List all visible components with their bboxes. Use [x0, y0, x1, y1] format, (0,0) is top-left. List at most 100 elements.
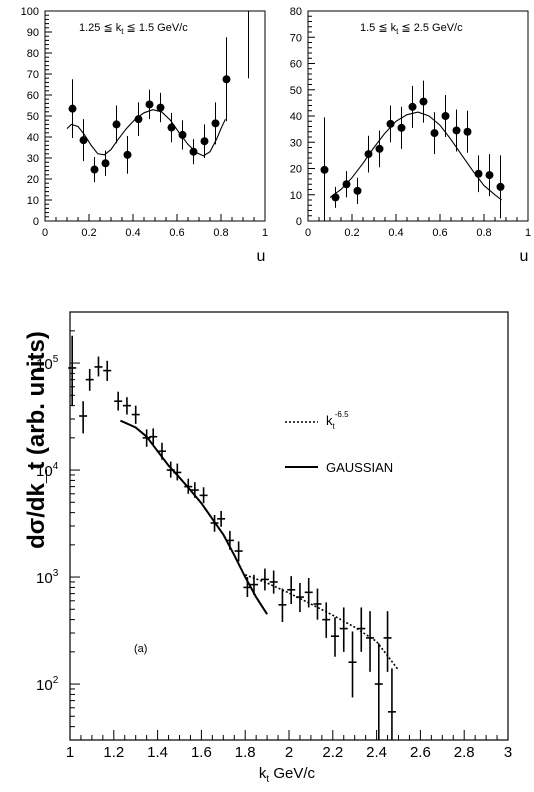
- x-tick-label: 3: [504, 744, 512, 761]
- plot-frame: [44, 10, 266, 222]
- panel-3: 1 1.2 1.4 1.6 1.8 2 2.2 2.4 2.6 2.8 3102103104105d…: [23, 311, 512, 785]
- y-tick-label: 40: [27, 132, 39, 144]
- y-tick-label: 50: [27, 111, 39, 123]
- y-tick-label: 20: [27, 174, 39, 186]
- data-point: [178, 130, 187, 139]
- y-tick-exponent: 4: [53, 461, 59, 472]
- y-tick-label: 60: [27, 90, 39, 102]
- legend-label-gaussian: GAUSSIAN: [326, 460, 393, 475]
- data-point: [189, 147, 198, 156]
- y-tick-base: 10: [36, 463, 53, 480]
- plot-frame: [69, 311, 509, 741]
- x-tick-label: 2.4: [366, 744, 387, 761]
- data-point: [331, 193, 340, 202]
- panel-annotation: (a): [134, 643, 147, 655]
- data-point: [452, 126, 461, 135]
- data-point: [342, 180, 351, 189]
- x-label-text: GeV/c: [269, 765, 315, 782]
- data-point: [353, 186, 362, 195]
- data-point: [211, 119, 220, 128]
- x-tick-label: 1: [262, 227, 268, 239]
- x-tick-label: 0.6: [432, 227, 447, 239]
- y-tick-exponent: 2: [53, 675, 59, 686]
- legend-superscript: -6.5: [335, 410, 349, 419]
- x-tick-label: 1.2: [103, 744, 124, 761]
- y-tick-label: 20: [290, 164, 302, 176]
- data-point: [397, 123, 406, 132]
- x-tick-label: 0.4: [388, 227, 403, 239]
- data-point: [200, 137, 209, 146]
- x-tick-label: 0.4: [125, 227, 140, 239]
- y-tick-label: 103: [36, 568, 59, 587]
- y-tick-label: 104: [36, 461, 59, 480]
- legend-subscript: t: [333, 422, 336, 431]
- x-tick-label: 0: [305, 227, 311, 239]
- data-point: [90, 165, 99, 174]
- y-tick-label: 100: [21, 6, 39, 18]
- y-tick-label: 102: [36, 675, 59, 694]
- y-tick-label: 70: [27, 69, 39, 81]
- x-axis-label: kt GeV/c: [259, 765, 316, 785]
- annotation-text: 1.25 ≦ k: [79, 22, 122, 34]
- y-tick-exponent: 5: [53, 354, 59, 365]
- x-axis-label: u: [520, 248, 529, 265]
- annotation-text: ≦ 1.5 GeV/c: [123, 22, 188, 34]
- x-label-subscript: t: [266, 774, 269, 785]
- fit-curve: [329, 111, 502, 201]
- data-point: [123, 150, 132, 159]
- data-point: [474, 169, 483, 178]
- x-axis-label: u: [257, 248, 266, 265]
- gaussian-fit-line: [119, 419, 268, 615]
- x-tick-label: 0.2: [81, 227, 96, 239]
- power-law-fit-line: [244, 574, 400, 671]
- x-tick-label: 0.6: [169, 227, 184, 239]
- annotation-text: 1.5 ≦ k: [360, 22, 397, 34]
- y-tick-base: 10: [36, 570, 53, 587]
- data-point: [496, 182, 505, 191]
- data-point: [463, 127, 472, 136]
- annotation-text: ≦ 2.5 GeV/c: [398, 22, 463, 34]
- y-tick-label: 0: [296, 216, 302, 228]
- data-point: [145, 100, 154, 109]
- x-tick-label: 1: [525, 227, 531, 239]
- panel-annotation: 1.25 ≦ kt ≦ 1.5 GeV/c: [79, 22, 188, 36]
- x-label-text: k: [259, 765, 267, 782]
- x-tick-label: 2: [285, 744, 293, 761]
- data-point: [386, 119, 395, 128]
- data-point: [320, 165, 329, 174]
- data-point: [441, 112, 450, 120]
- data-point: [408, 102, 417, 111]
- y-tick-label: 50: [290, 85, 302, 97]
- y-tick-label: 10: [27, 195, 39, 207]
- y-tick-label: 30: [27, 153, 39, 165]
- x-tick-label: 1.6: [191, 744, 212, 761]
- y-tick-label: 90: [27, 27, 39, 39]
- data-point: [222, 75, 231, 84]
- panel-annotation: 1.5 ≦ kt ≦ 2.5 GeV/c: [360, 22, 463, 36]
- y-tick-exponent: 3: [53, 568, 59, 579]
- data-point: [156, 103, 165, 112]
- x-tick-label: 0.2: [344, 227, 359, 239]
- y-tick-label: 40: [290, 111, 302, 123]
- annotation-subscript: t: [396, 27, 399, 36]
- y-tick-label: 10: [290, 190, 302, 202]
- data-point: [430, 129, 439, 138]
- data-point: [485, 171, 494, 180]
- x-tick-label: 2.2: [322, 744, 343, 761]
- x-tick-label: 0.8: [213, 227, 228, 239]
- y-tick-label: 80: [27, 48, 39, 60]
- y-tick-label: 70: [290, 32, 302, 44]
- x-tick-label: 1: [66, 744, 74, 761]
- data-point: [364, 150, 373, 159]
- y-tick-label: 60: [290, 59, 302, 71]
- y-axis-label: dσ/dk_t (arb. units): [23, 331, 50, 549]
- y-tick-label: 30: [290, 137, 302, 149]
- legend-text: k: [326, 413, 333, 428]
- x-tick-label: 1.8: [235, 744, 256, 761]
- x-tick-label: 0: [42, 227, 48, 239]
- fit-curve: [66, 109, 226, 157]
- data-point: [419, 97, 428, 106]
- data-point: [134, 115, 143, 124]
